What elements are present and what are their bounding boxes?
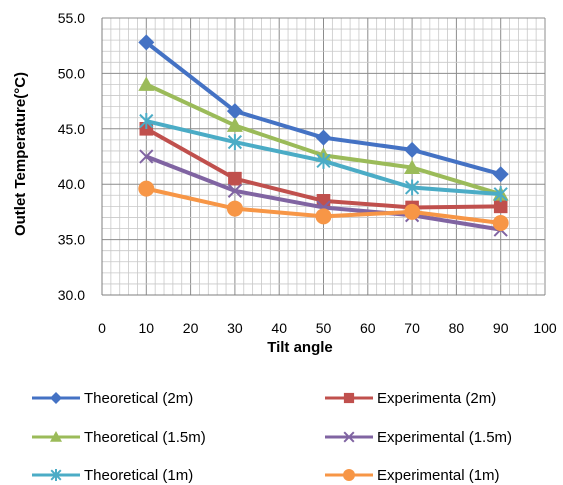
y-tick-label: 50.0 <box>58 65 85 81</box>
legend-item: Theoretical (2m) <box>32 390 193 407</box>
x-tick-label: 60 <box>360 320 376 336</box>
series-5 <box>139 113 508 203</box>
x-tick-label: 20 <box>183 320 199 336</box>
legend-label: Theoretical (1.5m) <box>84 429 206 446</box>
data-point <box>138 180 155 197</box>
series-layer <box>138 34 509 237</box>
x-tick-label: 10 <box>139 320 155 336</box>
data-point <box>492 214 509 231</box>
data-point <box>493 186 508 203</box>
data-point <box>493 199 508 214</box>
y-tick-label: 35.0 <box>58 232 85 248</box>
legend-label: Experimenta (2m) <box>377 390 496 407</box>
legend-label: Theoretical (2m) <box>84 390 193 407</box>
data-point <box>315 129 332 146</box>
series-1 <box>138 34 509 183</box>
data-point <box>404 159 421 174</box>
legend-marker <box>50 469 62 481</box>
data-point <box>139 113 154 130</box>
legend-item: Experimental (1m) <box>325 467 500 484</box>
data-point <box>404 141 421 158</box>
x-tick-label: 80 <box>449 320 465 336</box>
legend: Theoretical (2m) Experimenta (2m) Theoreti… <box>32 390 512 484</box>
x-tick-label: 70 <box>404 320 420 336</box>
data-point <box>138 76 155 91</box>
data-point <box>492 166 509 183</box>
legend-label: Experimental (1.5m) <box>377 429 512 446</box>
legend-item: Experimental (1.5m) <box>325 429 512 446</box>
y-tick-label: 45.0 <box>58 121 85 137</box>
legend-marker <box>50 392 62 404</box>
data-point <box>226 200 243 217</box>
legend-item: Theoretical (1m) <box>32 467 193 484</box>
legend-marker <box>50 431 62 442</box>
legend-label: Theoretical (1m) <box>84 467 193 484</box>
x-axis-title: Tilt angle <box>267 339 333 356</box>
data-point <box>228 171 242 186</box>
axis-layer: 0 10 20 30 40 50 60 70 80 90 100 30.0 35.0 40.0 45.0 50… <box>58 10 557 336</box>
legend-label: Experimental (1m) <box>377 467 500 484</box>
legend-item: Experimenta (2m) <box>325 390 496 407</box>
x-tick-label: 90 <box>493 320 509 336</box>
data-point <box>227 134 243 151</box>
x-tick-label: 50 <box>316 320 332 336</box>
data-point <box>227 183 243 198</box>
data-point <box>316 152 331 169</box>
y-axis-title: Outlet Temperature(°C) <box>12 72 29 236</box>
data-point <box>226 103 243 120</box>
y-tick-label: 40.0 <box>58 176 85 192</box>
x-tick-label: 100 <box>533 320 557 336</box>
data-point <box>139 149 154 164</box>
y-tick-label: 30.0 <box>58 287 85 303</box>
legend-marker <box>343 431 355 443</box>
series-6 <box>138 180 509 231</box>
y-tick-label: 55.0 <box>58 10 85 26</box>
x-tick-label: 0 <box>98 320 106 336</box>
data-point <box>315 208 332 225</box>
legend-item: Theoretical (1.5m) <box>32 429 206 446</box>
x-tick-label: 30 <box>227 320 243 336</box>
data-point <box>226 117 243 132</box>
data-point <box>404 203 421 220</box>
x-tick-label: 40 <box>271 320 287 336</box>
data-point <box>404 179 420 196</box>
legend-marker <box>343 469 355 481</box>
legend-marker <box>343 392 355 404</box>
data-point <box>138 34 155 51</box>
